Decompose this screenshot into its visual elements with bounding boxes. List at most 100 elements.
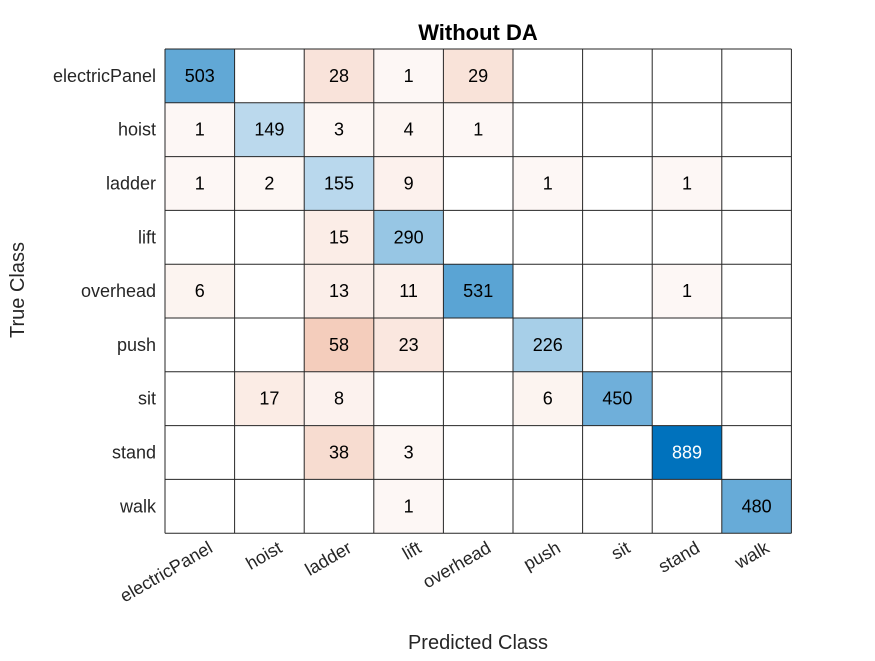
y-tick-label-5: push [117, 335, 156, 355]
matrix-cell-8-8 [721, 479, 792, 534]
matrix-cell-6-2 [304, 371, 374, 426]
matrix-cell-3-4 [443, 210, 513, 265]
x-tick-label-5: push [520, 537, 564, 574]
matrix-cell-1-0 [165, 102, 235, 157]
y-tick-label-2: ladder [106, 174, 156, 194]
matrix-cell-6-8 [721, 371, 792, 426]
x-tick-label-0: electricPanel [117, 537, 216, 606]
matrix-cell-1-8 [721, 102, 792, 157]
matrix-cell-4-8 [721, 264, 792, 318]
matrix-cell-4-0 [165, 264, 235, 318]
x-tick-label-2: ladder [302, 537, 355, 579]
matrix-cell-value-6-2: 8 [334, 389, 344, 409]
matrix-cell-1-3 [373, 102, 444, 157]
matrix-cell-5-2 [304, 318, 374, 372]
matrix-cell-1-4 [443, 102, 513, 157]
matrix-cell-7-4 [443, 425, 513, 480]
matrix-cell-value-7-2: 38 [329, 443, 349, 463]
matrix-cell-4-3 [373, 264, 444, 318]
matrix-cell-value-1-2: 3 [334, 120, 344, 140]
matrix-cell-3-7 [652, 210, 722, 265]
matrix-cell-5-0 [165, 318, 235, 372]
y-tick-label-1: hoist [118, 120, 156, 140]
y-tick-label-0: electricPanel [53, 66, 156, 86]
matrix-cell-5-8 [721, 318, 792, 372]
matrix-cell-value-2-0: 1 [195, 174, 205, 194]
matrix-cell-value-2-7: 1 [682, 174, 692, 194]
x-axis-label: Predicted Class [408, 632, 548, 654]
matrix-cell-6-5 [513, 371, 583, 426]
matrix-cell-0-4 [443, 49, 513, 103]
matrix-cell-7-1 [234, 425, 305, 480]
matrix-cell-value-4-7: 1 [682, 281, 692, 301]
matrix-cell-value-2-5: 1 [543, 174, 553, 194]
matrix-cell-value-7-3: 3 [404, 443, 414, 463]
matrix-cell-8-2 [304, 479, 374, 534]
matrix-cell-5-6 [582, 318, 653, 372]
matrix-cell-8-3 [373, 479, 444, 534]
matrix-cell-7-8 [721, 425, 792, 480]
matrix-cell-3-2 [304, 210, 374, 265]
matrix-cell-6-3 [373, 371, 444, 426]
matrix-cell-0-1 [234, 49, 305, 103]
matrix-cell-6-7 [652, 371, 722, 426]
matrix-cell-1-5 [513, 102, 583, 157]
x-tick-label-3: lift [399, 537, 425, 563]
matrix-cell-value-1-3: 4 [404, 120, 414, 140]
matrix-cell-4-7 [652, 264, 722, 318]
matrix-cell-5-4 [443, 318, 513, 372]
x-tick-label-1: hoist [242, 537, 285, 573]
matrix-cell-4-6 [582, 264, 653, 318]
y-axis-label: True Class [7, 242, 29, 338]
matrix-cell-1-2 [304, 102, 374, 157]
matrix-cell-6-1 [234, 371, 305, 426]
matrix-cell-7-5 [513, 425, 583, 480]
matrix-cell-0-3 [373, 49, 444, 103]
matrix-cell-value-4-3: 11 [399, 281, 418, 301]
matrix-cell-value-5-3: 23 [399, 335, 419, 355]
matrix-cell-value-1-1: 149 [254, 120, 284, 140]
y-tick-label-4: overhead [81, 281, 156, 301]
matrix-cell-value-2-2: 155 [324, 174, 354, 194]
matrix-cell-5-3 [373, 318, 444, 372]
matrix-cell-7-2 [304, 425, 374, 480]
matrix-cell-8-0 [165, 479, 235, 534]
matrix-cell-value-2-3: 9 [404, 174, 414, 194]
matrix-cell-4-1 [234, 264, 305, 318]
matrix-cell-3-0 [165, 210, 235, 265]
matrix-cell-4-2 [304, 264, 374, 318]
matrix-cell-2-2 [304, 156, 374, 211]
matrix-cell-3-5 [513, 210, 583, 265]
matrix-cell-value-4-0: 6 [195, 281, 205, 301]
matrix-cell-value-2-1: 2 [264, 174, 274, 194]
matrix-cell-7-0 [165, 425, 235, 480]
chart-title: Without DA [418, 20, 538, 45]
matrix-cell-value-3-2: 15 [329, 227, 349, 247]
matrix-cell-1-1 [234, 102, 305, 157]
matrix-cell-6-0 [165, 371, 235, 426]
x-tick-label-4: overhead [419, 537, 494, 592]
matrix-cell-6-4 [443, 371, 513, 426]
matrix-cell-0-7 [652, 49, 722, 103]
y-tick-label-6: sit [138, 389, 156, 409]
matrix-cell-4-5 [513, 264, 583, 318]
matrix-cell-2-0 [165, 156, 235, 211]
y-tick-label-7: stand [112, 443, 156, 463]
matrix-cell-value-8-3: 1 [404, 496, 414, 516]
matrix-cell-3-1 [234, 210, 305, 265]
matrix-cell-6-6 [582, 371, 653, 426]
matrix-cell-value-7-7: 889 [672, 443, 702, 463]
grid-layer [164, 48, 792, 534]
matrix-cell-value-8-8: 480 [742, 496, 772, 516]
matrix-cell-2-7 [652, 156, 722, 211]
matrix-cell-2-6 [582, 156, 653, 211]
matrix-cell-3-8 [721, 210, 792, 265]
matrix-cell-value-6-1: 17 [259, 389, 279, 409]
matrix-cell-8-7 [652, 479, 722, 534]
y-tick-label-3: lift [138, 227, 156, 247]
matrix-cell-8-1 [234, 479, 305, 534]
matrix-cell-value-0-0: 503 [185, 66, 215, 86]
